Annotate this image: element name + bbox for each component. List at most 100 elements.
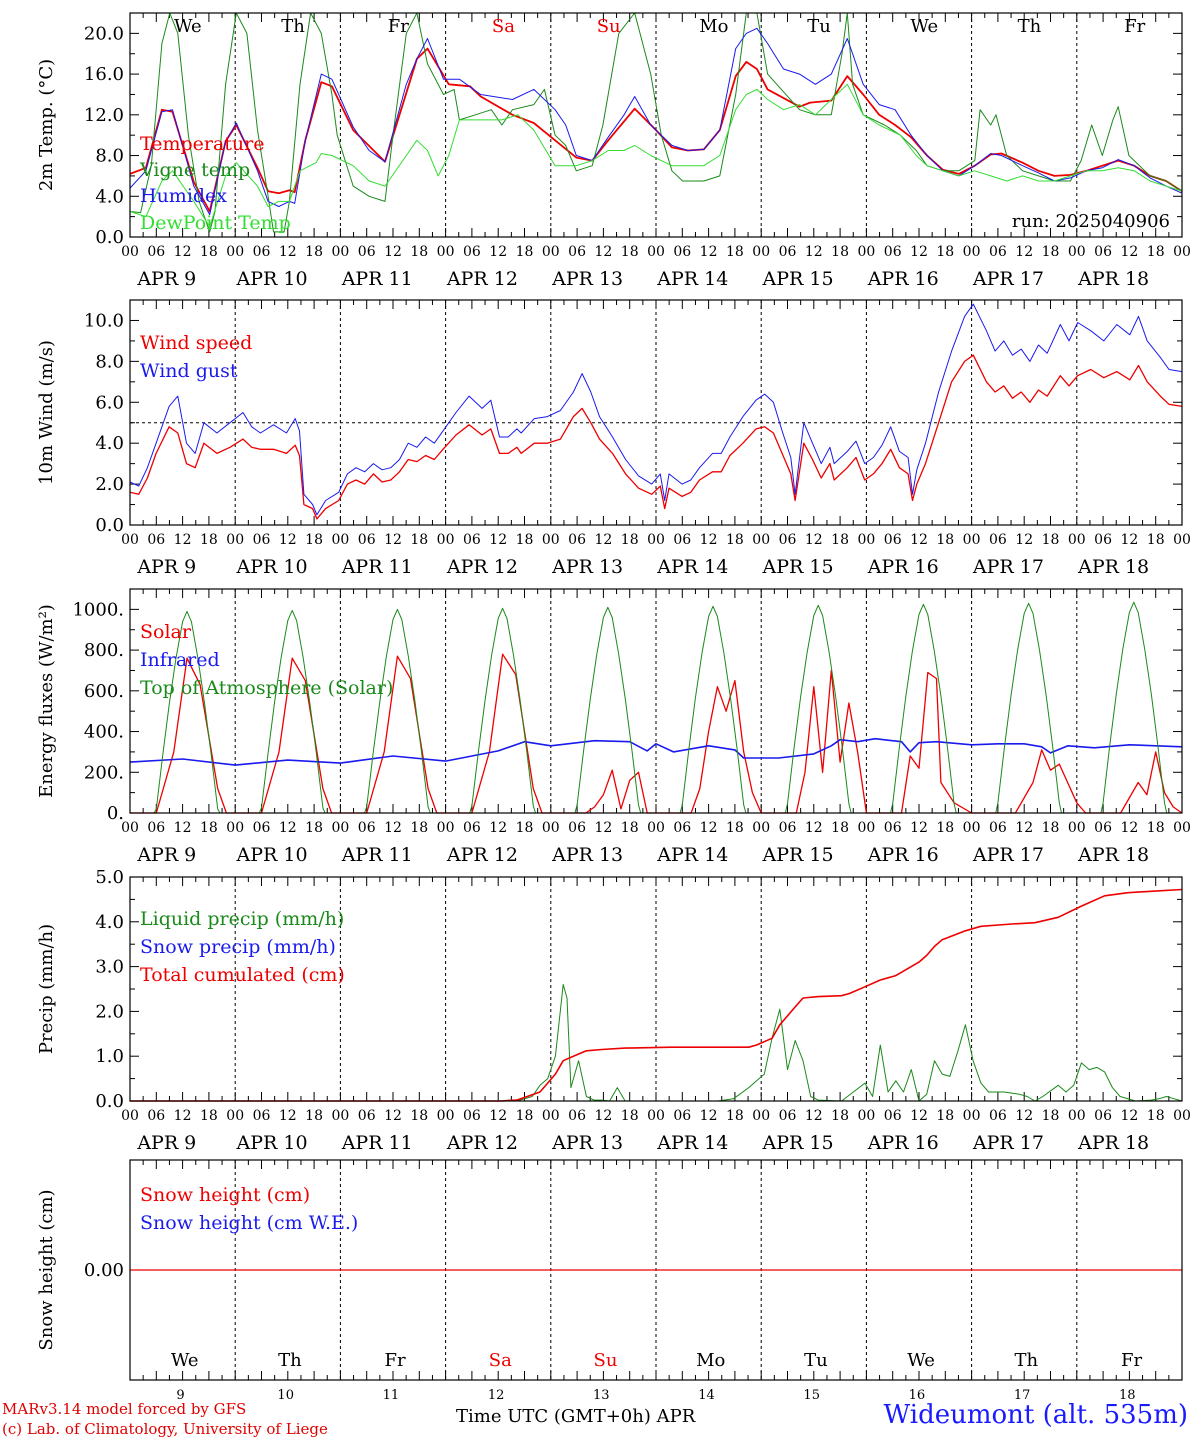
y-tick-label: 0.0 [95,515,124,536]
date-label: APR 18 [1077,844,1149,866]
hour-tick-label: 18 [621,820,639,836]
hour-tick-label: 12 [489,1108,507,1124]
hour-tick-label: 12 [594,820,612,836]
weekday-label: Fr [388,16,409,37]
hour-tick-label: 00 [542,1108,560,1124]
day-number-label: 16 [909,1388,926,1403]
plot-frame [129,588,1183,814]
hour-tick-label: 00 [331,532,349,548]
date-label: APR 13 [551,268,623,290]
date-label: APR 13 [551,1132,623,1154]
hour-tick-label: 00 [963,244,981,260]
day-number-label: 18 [1119,1388,1136,1403]
hour-tick-label: 00 [1173,1108,1191,1124]
hour-tick-label: 06 [253,820,271,836]
hour-tick-label: 06 [1094,244,1112,260]
hour-tick-label: 00 [963,1108,981,1124]
legend-entry: Liquid precip (mm/h) [140,908,344,930]
hour-tick-label: 12 [594,532,612,548]
hour-tick-label: 00 [542,820,560,836]
hour-tick-label: 06 [779,1108,797,1124]
hour-tick-label: 18 [831,1108,849,1124]
hour-tick-label: 12 [174,1108,192,1124]
hour-tick-label: 06 [358,532,376,548]
hour-tick-label: 00 [437,820,455,836]
credit-line-lab: (c) Lab. of Climatology, University of L… [2,1420,328,1438]
hour-tick-label: 18 [726,244,744,260]
date-label: APR 11 [341,1132,413,1154]
y-tick-label: 16.0 [84,64,124,85]
y-tick-label: 6.0 [95,392,124,413]
date-label: APR 10 [236,556,308,578]
hour-tick-label: 12 [1120,532,1138,548]
hour-tick-label: 18 [305,532,323,548]
hour-tick-label: 12 [910,532,928,548]
y-tick-label: 8.0 [95,146,124,167]
hour-tick-label: 06 [253,532,271,548]
plot-frame [129,876,1183,1102]
hour-tick-label: 06 [673,532,691,548]
date-label: APR 10 [236,1132,308,1154]
hour-tick-label: 12 [174,244,192,260]
hour-tick-label: 06 [989,532,1007,548]
date-label: APR 14 [656,1132,728,1154]
y-tick-label: 0.0 [95,227,124,248]
date-label: APR 15 [762,1132,834,1154]
date-label: APR 16 [867,556,939,578]
series-line-2 [129,303,1183,516]
hour-tick-label: 00 [1068,1108,1086,1124]
day-number-label: 15 [803,1388,820,1403]
hour-tick-label: 00 [647,820,665,836]
hour-tick-label: 18 [516,532,534,548]
date-label: APR 9 [136,268,196,290]
date-label: APR 18 [1077,268,1149,290]
hour-tick-label: 06 [358,244,376,260]
hour-tick-label: 00 [331,244,349,260]
hour-tick-label: 00 [857,1108,875,1124]
series-line-1 [129,354,1183,520]
series-line-4 [129,83,1183,228]
date-label: APR 18 [1077,556,1149,578]
date-label: APR 13 [551,556,623,578]
hour-tick-label: 12 [489,244,507,260]
hour-tick-label: 00 [752,244,770,260]
hour-tick-label: 12 [594,1108,612,1124]
run-label: run: 2025040906 [1012,211,1170,232]
hour-tick-label: 06 [463,532,481,548]
day-number-label: 12 [488,1388,505,1403]
weekday-label: Tu [804,1350,828,1371]
hour-tick-label: 06 [1094,820,1112,836]
legend-entry: Wind gust [140,360,238,382]
hour-tick-label: 18 [516,820,534,836]
hour-tick-label: 06 [989,1108,1007,1124]
y-tick-label: 12.0 [84,105,124,126]
hour-tick-label: 18 [936,820,954,836]
hour-tick-label: 00 [542,532,560,548]
hour-tick-label: 06 [147,244,165,260]
hour-tick-label: 00 [963,532,981,548]
hour-tick-label: 06 [463,820,481,836]
hour-tick-label: 00 [331,820,349,836]
weekday-label: Th [278,1350,302,1371]
x-axis-title: Time UTC (GMT+0h) APR [456,1406,696,1427]
panel-2: 0.0 2.0 4.0 6.0 8.0 10.0 Wind speed Wind gust 10… [36,299,1191,578]
legend-entry: Total cumulated (cm) [140,964,345,986]
hour-tick-label: 06 [884,244,902,260]
hour-tick-label: 06 [358,820,376,836]
weekday-label: We [174,16,202,37]
legend-entry: Top of Atmosphere (Solar) [140,677,393,699]
y-tick-label: 10.0 [84,310,124,331]
day-number-label: 13 [593,1388,610,1403]
station-name: Wideumont (alt. 535m) [883,1400,1188,1430]
hour-tick-label: 06 [253,244,271,260]
hour-tick-label: 00 [857,532,875,548]
legend-entry: Infrared [140,649,220,671]
hour-tick-label: 18 [410,532,428,548]
date-label: APR 9 [136,844,196,866]
plot-frame [129,12,1183,238]
hour-tick-label: 00 [226,820,244,836]
hour-tick-label: 06 [463,1108,481,1124]
hour-tick-label: 00 [857,820,875,836]
hour-tick-label: 12 [1120,820,1138,836]
